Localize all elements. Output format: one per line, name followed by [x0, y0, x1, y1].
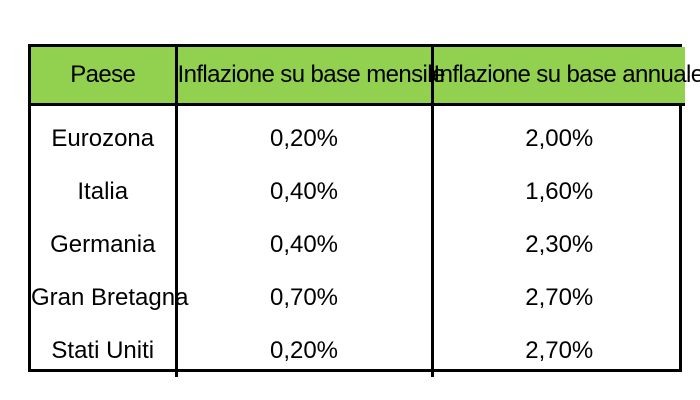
cell-mensile: 0,40%	[174, 165, 432, 218]
table-row: Eurozona 0,20% 2,00%	[31, 104, 685, 165]
table-row: Gran Bretagna 0,70% 2,70%	[31, 271, 685, 324]
table-row: Italia 0,40% 1,60%	[31, 165, 685, 218]
cell-mensile: 0,40%	[174, 218, 432, 271]
cell-annuale: 2,30%	[430, 218, 685, 271]
cell-paese: Eurozona	[51, 124, 155, 152]
cell-mensile: 0,20%	[174, 324, 432, 377]
cell-paese: Gran Bretagna	[31, 283, 189, 311]
inflation-table: Paese Inflazione su base mensile Inflazi…	[31, 47, 700, 377]
cell-annuale: 1,60%	[430, 165, 685, 218]
cell-annuale: 2,70%	[430, 271, 685, 324]
cell-paese: Stati Uniti	[51, 336, 155, 364]
table-header-row: Paese Inflazione su base mensile Inflazi…	[31, 47, 700, 106]
header-paese: Paese	[31, 47, 176, 106]
header-inflazione-annuale: Inflazione su base annuale	[430, 47, 700, 106]
cell-paese: Germania	[50, 230, 156, 258]
inflation-table-container: Paese Inflazione su base mensile Inflazi…	[28, 44, 700, 377]
cell-mensile: 0,70%	[174, 271, 432, 324]
cell-mensile: 0,20%	[174, 104, 432, 165]
cell-paese: Italia	[77, 177, 129, 205]
cell-annuale: 2,70%	[430, 324, 685, 377]
header-inflazione-mensile: Inflazione su base mensile	[174, 47, 445, 106]
table-row: Stati Uniti 0,20% 2,70%	[31, 324, 685, 377]
table-row: Germania 0,40% 2,30%	[31, 218, 685, 271]
cell-annuale: 2,00%	[430, 104, 685, 165]
